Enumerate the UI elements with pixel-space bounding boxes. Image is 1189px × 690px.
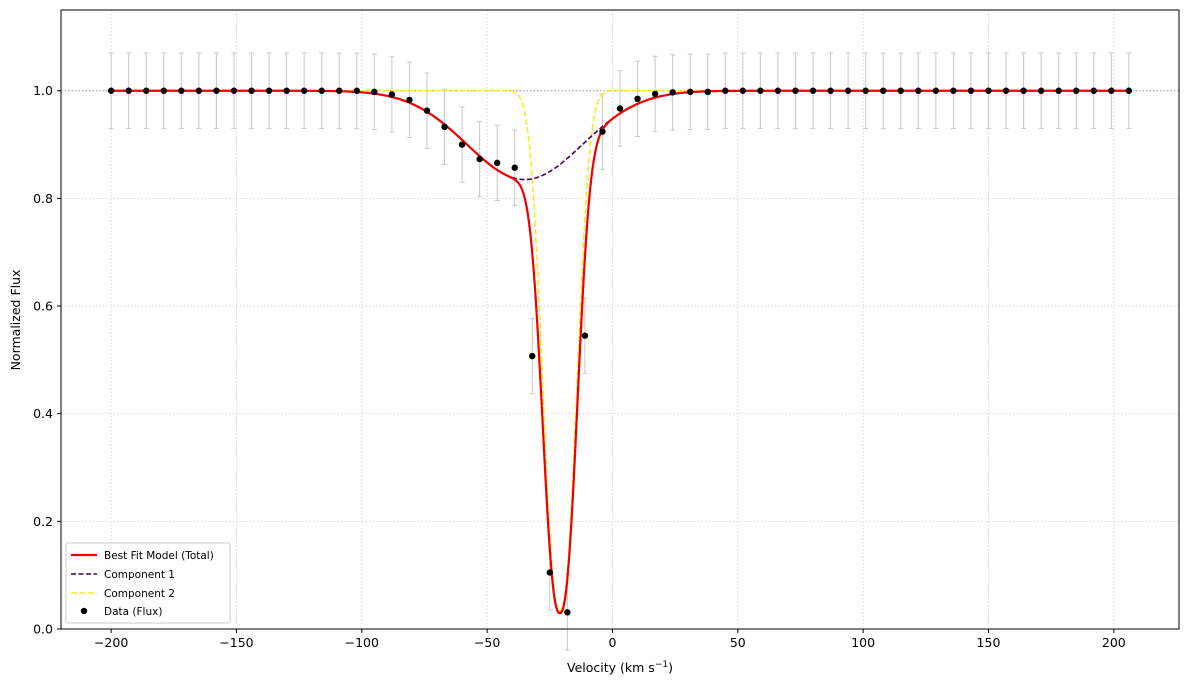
data-point	[722, 87, 729, 94]
data-point	[265, 87, 273, 94]
legend: Best Fit Model (Total) Component 1 Compo…	[65, 542, 231, 624]
data-point	[441, 123, 448, 131]
x-axis-label: Velocity (km s−1)	[567, 660, 673, 675]
x-tick-label: 0	[609, 635, 617, 650]
data-point	[458, 141, 466, 148]
legend-total-label: Best Fit Model (Total)	[104, 550, 214, 562]
x-tick-label: 100	[851, 635, 875, 650]
best-fit-line	[111, 89, 1129, 615]
data-point	[634, 95, 641, 103]
data-points	[107, 87, 1133, 616]
plot-frame	[60, 9, 1180, 630]
data-point	[353, 87, 360, 94]
legend-component-1-label: Component 1	[104, 569, 175, 581]
data-point	[581, 332, 589, 339]
data-point	[915, 87, 922, 94]
data-point	[1073, 87, 1080, 94]
legend-component-2-label: Component 2	[104, 588, 175, 600]
data-point	[213, 87, 220, 94]
data-point	[564, 609, 571, 616]
data-point	[388, 91, 396, 98]
y-axis-label: Normalized Flux	[8, 270, 23, 371]
data-point	[809, 87, 817, 94]
data-point	[178, 87, 185, 94]
data-point	[985, 87, 992, 94]
data-point	[529, 352, 536, 360]
x-tick-label: −100	[345, 635, 379, 650]
x-tick-label: −200	[94, 635, 128, 650]
data-point	[1125, 87, 1133, 94]
data-point	[336, 87, 343, 94]
x-axis-ticks: −200 −150 −100 −50 0 50 100 150 200	[94, 629, 1126, 650]
data-point	[300, 87, 308, 94]
data-point	[897, 87, 904, 94]
data-point	[1037, 87, 1045, 94]
y-tick-label: 0.4	[33, 406, 53, 421]
data-point	[1055, 87, 1062, 94]
x-tick-label: −150	[219, 635, 253, 650]
data-point	[318, 87, 325, 94]
x-tick-label: 200	[1102, 635, 1126, 650]
data-point	[932, 87, 940, 94]
x-axis-label-end: )	[668, 660, 673, 675]
data-point	[792, 87, 799, 94]
data-point	[371, 88, 378, 96]
x-axis-label-main: Velocity (km s	[567, 660, 655, 675]
data-point	[1020, 87, 1027, 94]
data-point	[616, 105, 624, 112]
data-point	[125, 87, 132, 94]
legend-data-swatch	[80, 607, 88, 615]
data-point	[493, 159, 501, 167]
y-axis-ticks: 0.0 0.2 0.4 0.6 0.8 1.0	[33, 83, 61, 637]
data-point	[686, 88, 694, 96]
data-point	[230, 87, 238, 94]
data-point	[283, 87, 290, 94]
data-point	[757, 87, 764, 94]
y-tick-label: 1.0	[33, 83, 53, 98]
data-point	[160, 87, 167, 94]
data-point	[880, 87, 887, 94]
data-point	[862, 87, 869, 94]
data-point	[406, 96, 413, 104]
data-point	[511, 164, 518, 171]
data-point	[248, 87, 255, 94]
data-point	[669, 89, 676, 96]
data-point	[107, 87, 115, 94]
data-point	[1108, 87, 1115, 94]
y-tick-label: 0.2	[33, 514, 53, 529]
data-point	[143, 87, 150, 94]
data-point	[476, 155, 483, 163]
data-point	[950, 87, 957, 94]
data-point	[967, 87, 975, 94]
x-tick-label: 150	[977, 635, 1001, 650]
x-tick-label: −50	[474, 635, 500, 650]
y-tick-label: 0.0	[33, 622, 53, 637]
y-tick-label: 0.8	[33, 191, 53, 206]
data-point	[1090, 87, 1097, 94]
data-point	[423, 107, 431, 114]
data-point	[195, 87, 203, 94]
data-point	[844, 87, 852, 94]
legend-box	[65, 542, 231, 624]
x-tick-label: 50	[730, 635, 746, 650]
data-point	[546, 569, 554, 576]
legend-data-label: Data (Flux)	[104, 606, 162, 618]
data-point	[739, 87, 747, 94]
y-tick-label: 0.6	[33, 299, 53, 314]
data-point	[774, 87, 782, 94]
data-point	[704, 88, 711, 96]
data-point	[1002, 87, 1010, 94]
data-point	[651, 90, 659, 98]
data-point	[827, 87, 834, 94]
x-axis-label-superscript: −1	[655, 660, 668, 670]
data-point	[599, 128, 606, 135]
